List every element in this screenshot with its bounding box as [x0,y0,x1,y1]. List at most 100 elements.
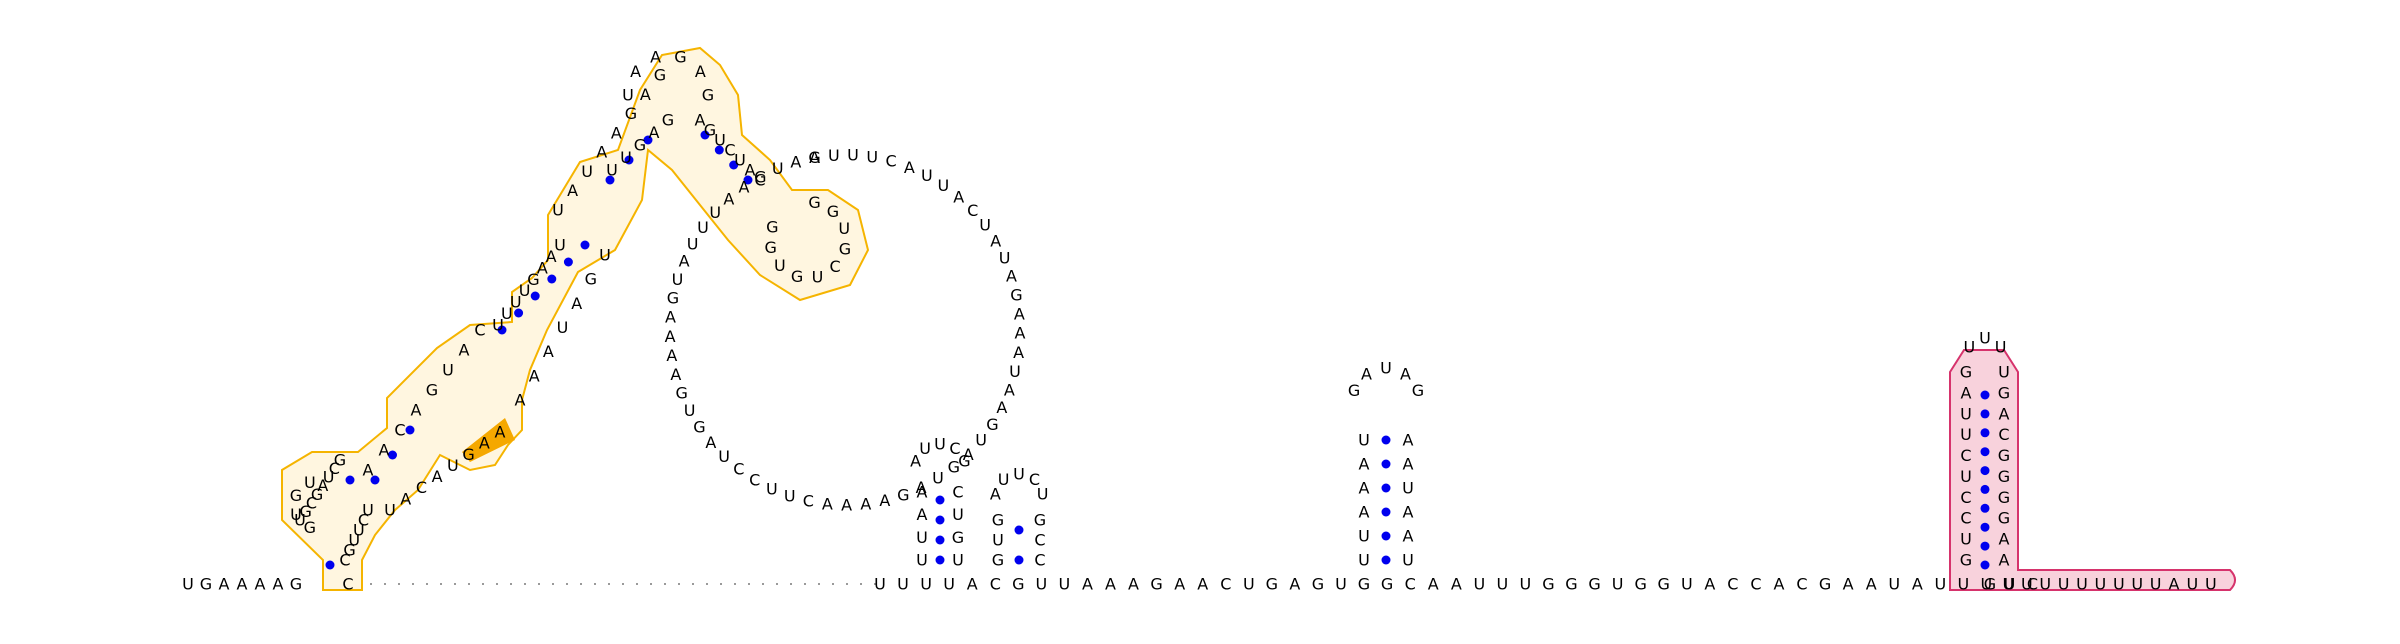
highlighted-domain-1 [281,46,870,591]
domain1-nt: A [571,294,582,313]
multiloop-nt: A [996,398,1007,417]
main-strand-nt: A [1197,575,1208,594]
right-tail-nt: U [2205,575,2217,594]
domain1-nt: A [317,476,328,495]
multiloop-nt: G [693,418,705,437]
domain1-nt: A [596,143,607,162]
main-strand-nt: G [1312,575,1324,594]
hairpin1-nt: U [919,439,931,458]
multiloop-nt: A [1013,343,1024,362]
domain1-nt: A [495,423,506,442]
main-strand-nt: C [2027,575,2038,594]
multiloop-nt: U [921,166,933,185]
domain1-nt: C [339,551,350,570]
multiloop-nt: U [718,447,730,466]
hairpin4-nt: A [1999,551,2010,570]
hairpin2-nt: C [1029,470,1040,489]
domain1-nt: U [447,456,459,475]
hairpin2-nt: U [1037,484,1049,503]
multiloop-nt: G [808,148,820,167]
multiloop-nt: G [675,383,687,402]
domain1-nt: A [529,366,540,385]
hairpin3-nt: A [1400,365,1411,384]
domain1-outline [281,46,870,591]
hairpin3-nt: A [1403,503,1414,522]
domain1-nt: C [830,257,841,276]
base-pair-dot [563,257,573,267]
multiloop-nt: A [990,232,1001,251]
hairpin4-nt: G [1998,488,2010,507]
main-strand-nt: A [967,575,978,594]
multiloop-nt: A [679,252,690,271]
multiloop-nt: G [754,167,766,186]
hairpin1-nt: U [952,505,964,524]
domain1-nt: G [311,485,323,504]
domain1-nt: G [808,193,820,212]
domain1-nt: U [606,161,618,180]
left-tail-nt: A [219,575,230,594]
hairpin2-nt: G [992,551,1004,570]
multiloop-nt: A [666,346,677,365]
base-pair-dot [1381,459,1391,469]
base-pair-dot [624,155,634,165]
main-strand-nt: A [1105,575,1116,594]
hairpin2-nt: U [998,470,1010,489]
base-pair-dot [743,175,753,185]
multiloop-nt: U [709,203,721,222]
domain1-nt: G [585,270,597,289]
multiloop-nt: A [1014,304,1025,323]
hairpin4-nt: G [1998,467,2010,486]
base-pair-dot [388,450,397,460]
hairpin4-nt: G [1960,363,1972,382]
domain1-nt: G [634,136,646,155]
domain1-nt: G [343,541,355,560]
domain1-nt: U [294,511,306,530]
main-strand-nt: U [897,575,909,594]
left-tail-nt: A [255,575,266,594]
main-strand-nt: U [1934,575,1946,594]
hairpin2-nt: U [1013,465,1025,484]
domain1-nt: C [394,421,405,440]
multiloop-nt: U [697,218,709,237]
domain1-nt: U [353,521,365,540]
base-pair-dot [935,535,945,545]
domain1-nt: A [543,342,554,361]
multiloop-nt: U [938,176,950,195]
domain1-nt: U [622,86,634,105]
base-pair-dot [1381,507,1391,517]
multiloop-nt: A [739,178,750,197]
hairpin4-nt: G [1998,383,2010,402]
hairpin3-nt: A [1361,365,1372,384]
domain1-nt: U [774,256,786,275]
hairpin3-nt: U [1358,551,1370,570]
base-pair-dot [1381,555,1391,565]
domain1-nt: A [650,48,661,67]
multiloop-nt: A [809,148,820,167]
multiloop-nt: C [967,201,978,220]
main-strand-nt: C [1220,575,1231,594]
multiloop-nt: A [963,445,974,464]
domain1-nt: G [764,238,776,257]
base-pair-dot [700,130,710,140]
main-strand-nt: U [2004,575,2016,594]
domain1-nt: G [334,451,346,470]
hairpin3-nt: A [1359,503,1370,522]
domain1-nt: A [363,461,374,480]
multiloop-nt: C [749,470,760,489]
hairpin4-nt: G [1960,551,1972,570]
hairpin4-nt: U [1960,425,1972,444]
domain1-nt: G [791,267,803,286]
domain1-nt: G [839,239,851,258]
domain1-highlight-segment [462,418,515,462]
base-pair-dot [1381,483,1391,493]
base-pair-dot [405,425,415,435]
main-strand-nt: A [1704,575,1715,594]
multiloop-nt: G [1010,285,1022,304]
multiloop-nt: A [916,478,927,497]
multiloop-nt: A [1015,324,1026,343]
main-strand-nt: G [1819,575,1831,594]
multiloop-nt: A [904,158,915,177]
main-strand-nt: C [1405,575,1416,594]
domain1-nt: U [290,505,302,524]
multiloop-nt: A [790,153,801,172]
